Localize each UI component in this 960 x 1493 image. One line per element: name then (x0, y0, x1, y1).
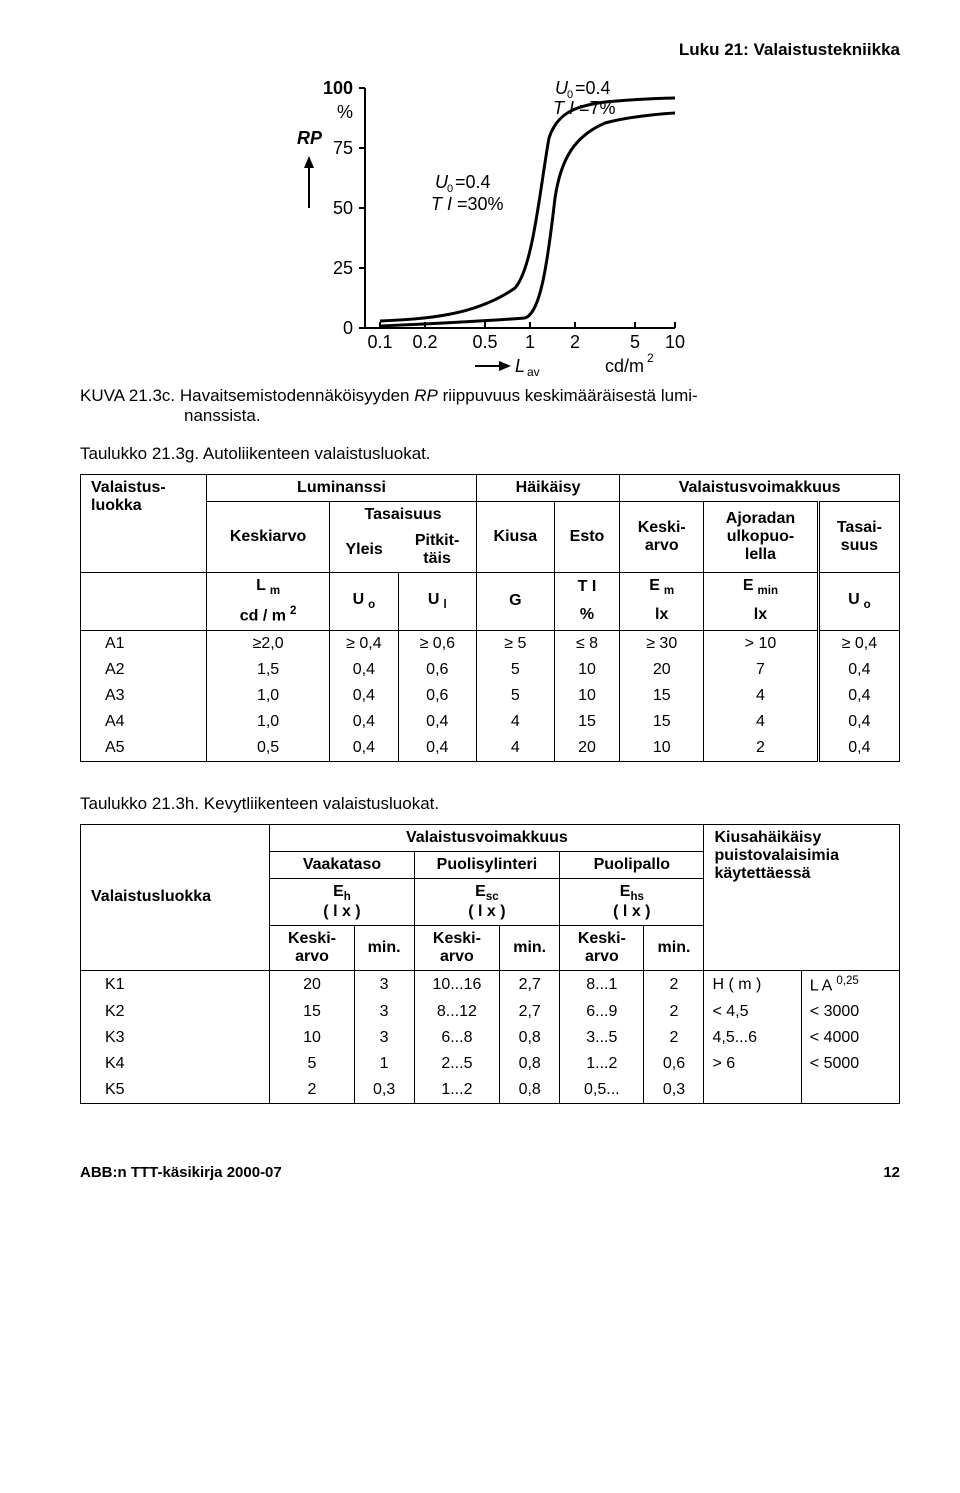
svg-text:100: 100 (323, 78, 353, 98)
th-Uo2: Uo (818, 573, 899, 631)
th-keskiarvo: Keskiarvo (207, 502, 330, 573)
table-row: K520,31...20,80,5...0,3 (81, 1077, 900, 1104)
page-footer: ABB:n TTT-käsikirja 2000-07 12 (80, 1164, 900, 1181)
th-valaistusluokka-h: Valaistusluokka (81, 824, 270, 970)
th-haikaisy: Häikäisy (476, 475, 619, 502)
table-row: A21,50,40,65102070,4 (81, 657, 900, 683)
svg-text:0: 0 (343, 318, 353, 338)
svg-text:5: 5 (630, 332, 640, 352)
svg-text:RP: RP (297, 128, 323, 148)
th-Ul: Ul (398, 573, 476, 631)
footer-left: ABB:n TTT-käsikirja 2000-07 (80, 1164, 282, 1181)
svg-text:=7%: =7% (579, 98, 616, 118)
caption-prefix: KUVA 21.3c. (80, 386, 175, 405)
th-Emin: Emin (704, 573, 819, 602)
table-row: A1≥2,0≥ 0,4≥ 0,6≥ 5≤ 8≥ 30> 10≥ 0,4 (81, 630, 900, 657)
th-tasaisuus: Tasaisuus (330, 502, 477, 529)
th-Eh: Eh ( l x ) (270, 878, 414, 925)
svg-text:2: 2 (647, 351, 654, 365)
th-luminanssi: Luminanssi (207, 475, 477, 502)
th-Ehs: Ehs ( l x ) (560, 878, 704, 925)
rp-chart: 100 % 75 50 25 0 RP 0.1 0.2 0.5 1 2 (80, 68, 900, 378)
th-min1: min. (354, 925, 414, 970)
svg-text:=0.4: =0.4 (455, 172, 491, 192)
table-row: A50,50,40,44201020,4 (81, 735, 900, 762)
svg-text:0.5: 0.5 (472, 332, 497, 352)
th-Uo: Uo (330, 573, 399, 631)
th-esto: Esto (554, 502, 620, 573)
th-puolisyl: Puolisylinteri (414, 851, 560, 878)
table-g-title: Taulukko 21.3g. Autoliikenteen valaistus… (80, 444, 900, 464)
svg-text:%: % (337, 102, 353, 122)
th-Lm: Lm (207, 573, 330, 602)
th-kiusa: Kiusa (476, 502, 554, 573)
table-row: K120310...162,78...12H ( m )L A0,25 (81, 970, 900, 999)
caption-21-3c: KUVA 21.3c. Havaitsemistodennäköisyyden … (80, 386, 900, 426)
svg-text:50: 50 (333, 198, 353, 218)
table-row: K31036...80,83...524,5...6< 4000 (81, 1025, 900, 1051)
svg-text:2: 2 (570, 332, 580, 352)
svg-text:av: av (527, 365, 540, 378)
th-TI: T I (554, 573, 620, 602)
table-g: Valaistus- luokka Luminanssi Häikäisy Va… (80, 474, 900, 762)
table-h: Valaistusluokka Valaistusvoimakkuus Kius… (80, 824, 900, 1105)
th-lx2: lx (704, 601, 819, 630)
th-kiusa-h: Kiusahäikäisy puistovalaisimia käytettäe… (704, 824, 900, 970)
th-pct: % (554, 601, 620, 630)
th-vvm: Valaistusvoimakkuus (270, 824, 704, 851)
svg-text:T I: T I (553, 98, 574, 118)
th-valvo: Valaistusvoimakkuus (620, 475, 900, 502)
svg-text:75: 75 (333, 138, 353, 158)
th-cdm2: cd / m2 (207, 601, 330, 630)
th-ka3: Keski- arvo (560, 925, 644, 970)
th-keskiarvo2: Keski- arvo (620, 502, 704, 573)
th-lx1: lx (620, 601, 704, 630)
th-puolipallo: Puolipallo (560, 851, 704, 878)
th-valaistusluokka: Valaistus- luokka (81, 475, 207, 573)
table-row: A41,00,40,44151540,4 (81, 709, 900, 735)
th-vaakataso: Vaakataso (270, 851, 414, 878)
svg-text:=0.4: =0.4 (575, 78, 611, 98)
table-row: A31,00,40,65101540,4 (81, 683, 900, 709)
svg-text:1: 1 (525, 332, 535, 352)
svg-text:cd/m: cd/m (605, 356, 644, 376)
svg-text:L: L (515, 356, 525, 376)
th-pitkittais: Pitkit- täis (398, 528, 476, 573)
svg-text:0.1: 0.1 (367, 332, 392, 352)
svg-text:0.2: 0.2 (412, 332, 437, 352)
svg-text:T I: T I (431, 194, 452, 214)
th-G: G (476, 573, 554, 631)
svg-text:=30%: =30% (457, 194, 504, 214)
th-min2: min. (500, 925, 560, 970)
th-ajoradan: Ajoradan ulkopuo- lella (704, 502, 819, 573)
table-h-title: Taulukko 21.3h. Kevytliikenteen valaistu… (80, 794, 900, 814)
th-min3: min. (644, 925, 704, 970)
th-ka1: Keski- arvo (270, 925, 354, 970)
svg-text:10: 10 (665, 332, 685, 352)
chapter-heading: Luku 21: Valaistustekniikka (80, 40, 900, 60)
th-Em: Em (620, 573, 704, 602)
table-row: K21538...122,76...92< 4,5< 3000 (81, 999, 900, 1025)
th-yleis: Yleis (330, 528, 399, 573)
table-row: K4512...50,81...20,6> 6< 5000 (81, 1051, 900, 1077)
th-ka2: Keski- arvo (414, 925, 500, 970)
th-tasaisuus2: Tasai- suus (818, 502, 899, 573)
svg-text:25: 25 (333, 258, 353, 278)
footer-page: 12 (883, 1164, 900, 1181)
th-Esc: Esc ( l x ) (414, 878, 560, 925)
